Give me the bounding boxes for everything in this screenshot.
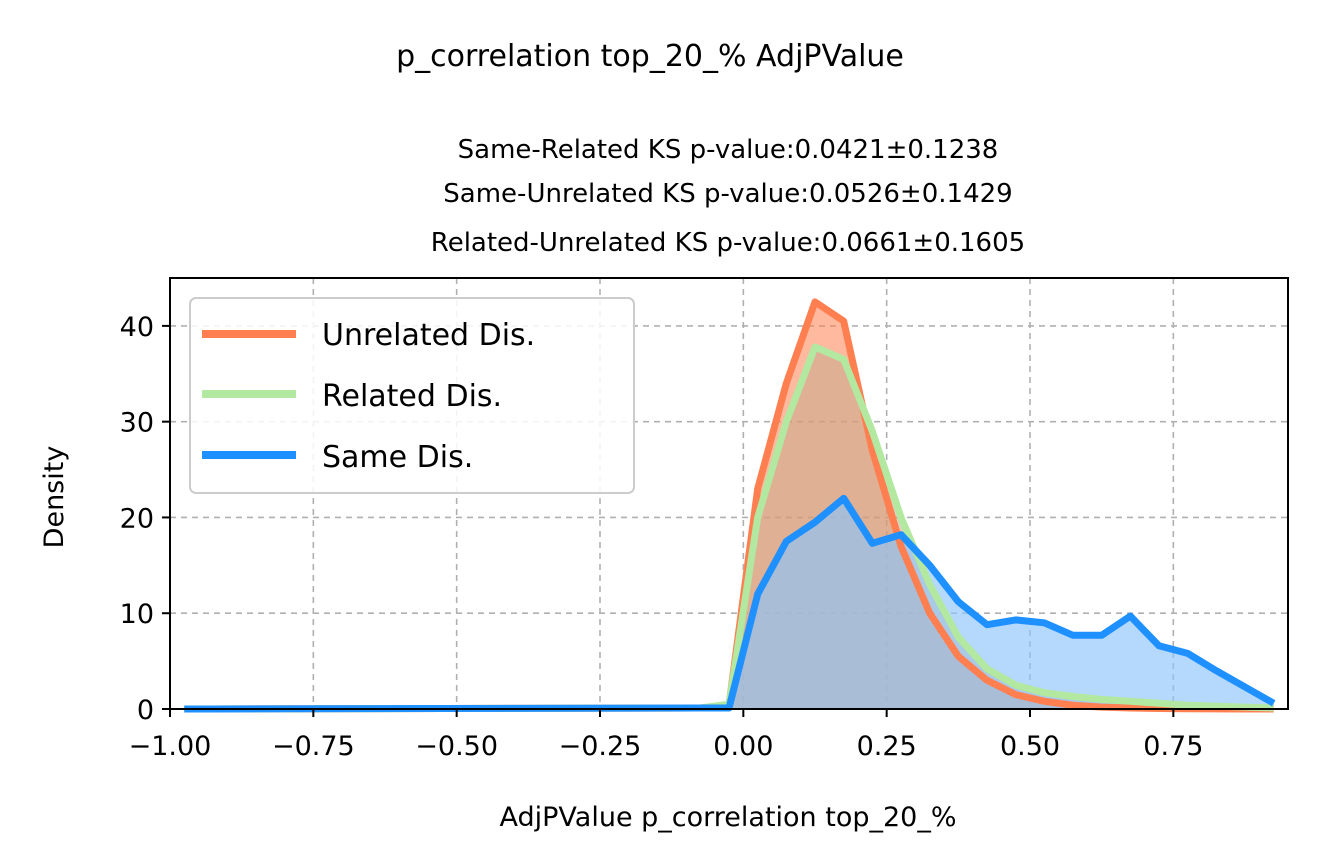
x-tick-label: −0.75 [272, 731, 355, 762]
chart-suptitle: p_correlation top_20_% AdjPValue [396, 39, 904, 74]
x-tick-label: −0.50 [415, 731, 498, 762]
y-axis-label: Density [39, 446, 70, 549]
chart-title-line-1: Same-Related KS p-value:0.0421±0.1238 [458, 135, 999, 165]
line-related-dis [184, 343, 1274, 713]
x-tick-label: −1.00 [129, 731, 212, 762]
x-tick-label: 0.00 [713, 731, 773, 762]
x-tick-label: 0.75 [1143, 731, 1203, 762]
y-tick-label: 20 [120, 503, 154, 534]
x-tick-label: 0.25 [857, 731, 917, 762]
legend: Unrelated Dis. Related Dis. Same Dis. [189, 297, 635, 494]
x-axis-label: AdjPValue p_correlation top_20_% [500, 802, 957, 833]
x-tick-label: −0.25 [559, 731, 642, 762]
legend-label-related: Related Dis. [322, 379, 502, 414]
y-tick-label: 40 [120, 312, 154, 343]
legend-label-same: Same Dis. [322, 440, 473, 475]
x-tick-label: 0.50 [1000, 731, 1060, 762]
chart-title-line-2: Same-Unrelated KS p-value:0.0526±0.1429 [443, 179, 1012, 209]
legend-box [189, 297, 635, 494]
y-tick-label: 30 [120, 408, 154, 439]
chart-title-line-3: Related-Unrelated KS p-value:0.0661±0.16… [431, 228, 1025, 258]
line-same-dis [184, 494, 1276, 713]
plot-frame [169, 277, 1289, 710]
legend-label-unrelated: Unrelated Dis. [322, 318, 535, 353]
y-tick-label: 10 [120, 599, 154, 630]
area-same-dis [184, 498, 1274, 709]
y-tick-label: 0 [137, 695, 154, 726]
axis-ticks: −1.00 −0.75 −0.50 −0.25 0.00 0.25 0.50 0.75 0 10 2… [120, 312, 1204, 762]
series-fills [184, 301, 1274, 709]
